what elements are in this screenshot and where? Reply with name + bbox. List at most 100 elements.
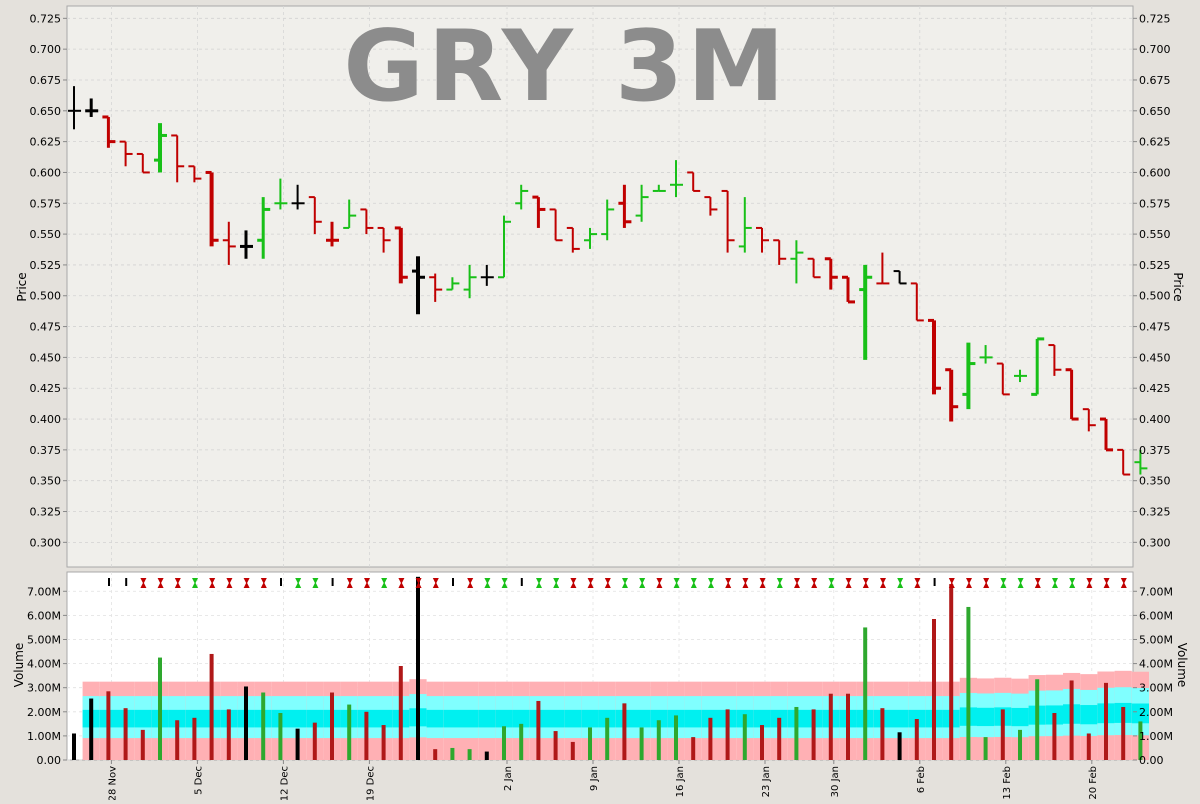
- price-axis-left: 0.725 0.700 0.675 0.650 0.625 0.600 0.575 0.550…: [30, 12, 67, 549]
- volume-tick-label-right: 6.00M: [1139, 609, 1173, 622]
- volume-bar: [209, 653, 214, 760]
- direction-marker: [897, 578, 904, 584]
- date-label: 16 Jan: [675, 766, 686, 797]
- volume-bar: [519, 723, 524, 760]
- volume-tick-label-left: 2.00M: [27, 706, 61, 719]
- price-tick-label-right: 0.350: [1139, 475, 1171, 488]
- price-tick-label-right: 0.725: [1139, 12, 1171, 25]
- volume-bar: [347, 704, 352, 760]
- direction-marker: [536, 578, 542, 584]
- volume-bar: [278, 713, 283, 760]
- date-label: 30 Jan: [830, 766, 841, 797]
- volume-band-inner: [1011, 707, 1029, 727]
- price-tick-label-left: 0.325: [30, 506, 62, 519]
- volume-bar: [983, 737, 988, 760]
- price-plot-area: [66, 5, 1134, 568]
- volume-band-inner: [426, 709, 444, 728]
- direction-marker: [673, 582, 680, 588]
- volume-tick-label-left: 4.00M: [27, 658, 61, 671]
- direction-marker: [1069, 578, 1076, 584]
- volume-band-inner: [564, 709, 582, 728]
- direction-marker: [381, 578, 388, 584]
- direction-marker: [1052, 578, 1058, 584]
- volume-axis-left: 7.00M 6.00M 5.00M 4.00M 3.00M 2.00M 1.00M 0.00: [27, 585, 67, 767]
- date-label: 2 Jan: [503, 766, 514, 791]
- date-label: 20 Feb: [1088, 766, 1099, 800]
- price-tick-label-right: 0.700: [1139, 43, 1171, 56]
- price-tick-label-right: 0.625: [1139, 136, 1171, 149]
- direction-marker: [1000, 582, 1007, 588]
- direction-marker: [209, 578, 216, 584]
- volume-band-inner: [891, 709, 909, 728]
- direction-marker: [140, 578, 147, 584]
- direction-marker: [794, 582, 800, 588]
- direction-marker: [1086, 582, 1093, 588]
- volume-bar: [536, 700, 541, 760]
- volume-tick-label-right: 0.00: [1139, 754, 1164, 767]
- price-tick-label-left: 0.525: [30, 259, 62, 272]
- volume-bar: [588, 727, 592, 760]
- direction-marker: [587, 578, 594, 584]
- direction-marker: [725, 578, 732, 584]
- volume-bar: [106, 691, 111, 760]
- direction-marker: [398, 582, 405, 588]
- direction-marker: [553, 578, 560, 584]
- volume-tick-label-left: 1.00M: [27, 730, 61, 743]
- direction-marker: [192, 582, 198, 588]
- volume-bar: [570, 741, 575, 760]
- volume-bar: [1121, 706, 1126, 760]
- direction-marker: [432, 582, 439, 588]
- direction-marker: [364, 578, 370, 584]
- direction-marker: [708, 582, 714, 588]
- volume-bar: [1035, 679, 1040, 760]
- direction-marker: [845, 582, 852, 588]
- direction-marker: [398, 578, 405, 584]
- direction-marker: [1103, 578, 1110, 584]
- volume-band-inner: [512, 709, 530, 728]
- price-tick-label-right: 0.475: [1139, 321, 1171, 334]
- volume-bar: [158, 657, 162, 760]
- direction-marker: [536, 582, 542, 588]
- volume-bar: [897, 732, 902, 760]
- volume-band-inner: [684, 709, 702, 728]
- price-tick-label-right: 0.550: [1139, 228, 1171, 241]
- direction-marker: [880, 578, 886, 584]
- volume-bar: [502, 726, 506, 760]
- direction-marker: [260, 582, 267, 588]
- price-grid: [67, 6, 1133, 567]
- volume-tick-label-right: 3.00M: [1139, 682, 1173, 695]
- direction-marker: [1120, 578, 1127, 584]
- volume-axis-right: 7.00M 6.00M 5.00M 4.00M 3.00M 2.00M 1.00M 0.00: [1133, 585, 1173, 767]
- direction-marker: [656, 582, 663, 588]
- volume-bar: [863, 627, 868, 760]
- volume-band-inner: [306, 709, 324, 728]
- date-label: 6 Feb: [916, 766, 927, 793]
- price-tick-label-left: 0.450: [30, 351, 62, 364]
- volume-bars: [72, 576, 1143, 760]
- direction-marker: [415, 582, 422, 588]
- volume-bar: [553, 731, 558, 760]
- volume-tick-label-left: 0.00: [37, 754, 62, 767]
- volume-tick-label-right: 5.00M: [1139, 633, 1173, 646]
- direction-marker: [948, 578, 955, 584]
- direction-marker: [295, 582, 302, 588]
- direction-marker: [708, 578, 714, 584]
- volume-tick-label-right: 7.00M: [1139, 585, 1173, 598]
- price-tick-label-left: 0.700: [30, 43, 62, 56]
- direction-marker: [690, 578, 697, 584]
- direction-marker: [226, 582, 233, 588]
- volume-band-inner: [908, 709, 926, 728]
- date-label: 13 Feb: [1002, 766, 1013, 800]
- volume-band-inner: [375, 709, 393, 728]
- volume-bar: [175, 720, 180, 760]
- direction-marker: [776, 578, 783, 584]
- volume-bar: [932, 619, 936, 760]
- direction-marker: [570, 582, 577, 588]
- price-tick-label-right: 0.650: [1139, 105, 1171, 118]
- direction-marker: [243, 582, 250, 588]
- direction-marker: [467, 582, 474, 588]
- direction-marker: [759, 582, 766, 588]
- direction-marker: [1000, 578, 1007, 584]
- direction-marker: [914, 578, 921, 584]
